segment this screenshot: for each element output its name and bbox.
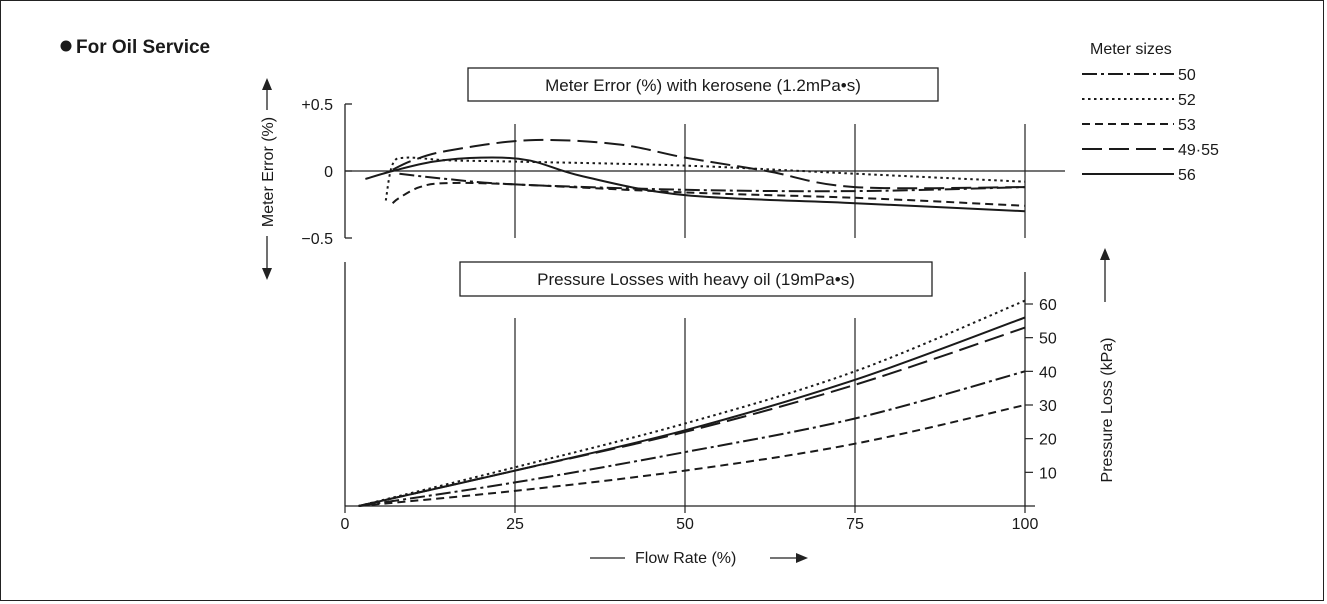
legend-item-label: 53 xyxy=(1178,117,1196,134)
pressure-y-tick-label: 30 xyxy=(1039,398,1057,415)
meter-error-title-box xyxy=(467,67,939,102)
pressure-loss-series-56 xyxy=(358,316,1026,507)
pressure-x-tick-label: 100 xyxy=(1012,516,1039,533)
pressure-loss-title: Pressure Losses with heavy oil (19mPa•s) xyxy=(537,270,855,289)
meter-error-y-tick-label: 0 xyxy=(324,164,333,181)
bullet-icon xyxy=(60,40,72,52)
pressure-loss-series-50 xyxy=(358,370,1026,507)
meter-error-y-tick-label: +0.5 xyxy=(301,97,333,114)
pressure-loss-title-box xyxy=(459,261,933,297)
down-arrow-icon xyxy=(262,268,272,280)
meter-error-ylabel: Meter Error (%) xyxy=(260,117,277,227)
pressure-x-tick-label: 50 xyxy=(676,516,694,533)
pressure-loss-series-52 xyxy=(358,299,1026,507)
up-arrow-icon xyxy=(262,78,272,90)
legend-item-label: 52 xyxy=(1178,92,1196,109)
pressure-y-tick-label: 50 xyxy=(1039,331,1057,348)
meter-error-series-56 xyxy=(365,156,1026,213)
pressure-y-tick-label: 20 xyxy=(1039,432,1057,449)
flow-rate-xlabel: Flow Rate (%) xyxy=(635,550,736,567)
pressure-y-tick-label: 40 xyxy=(1039,364,1057,381)
meter-error-series-53 xyxy=(391,181,1026,207)
legend-item-label: 49·55 xyxy=(1178,142,1219,159)
pressure-loss-ylabel: Pressure Loss (kPa) xyxy=(1099,338,1116,483)
pressure-x-tick-label: 0 xyxy=(341,516,350,533)
meter-error-series-49-55 xyxy=(392,138,1026,190)
legend-item-label: 56 xyxy=(1178,167,1196,184)
legend-item-label: 50 xyxy=(1178,67,1196,84)
pressure-y-tick-label: 10 xyxy=(1039,465,1057,482)
pressure-x-tick-label: 75 xyxy=(846,516,864,533)
meter-error-y-tick-label: −0.5 xyxy=(301,231,333,248)
meter-error-series-50 xyxy=(399,172,1026,193)
pressure-up-arrow-icon xyxy=(1100,248,1110,260)
right-arrow-icon xyxy=(796,553,808,563)
legend-title: Meter sizes xyxy=(1090,41,1172,58)
pressure-y-tick-label: 60 xyxy=(1039,297,1057,314)
pressure-x-tick-label: 25 xyxy=(506,516,524,533)
meter-error-title: Meter Error (%) with kerosene (1.2mPa•s) xyxy=(545,76,861,95)
section-title: For Oil Service xyxy=(76,37,210,58)
pressure-loss-series-53 xyxy=(358,404,1026,507)
